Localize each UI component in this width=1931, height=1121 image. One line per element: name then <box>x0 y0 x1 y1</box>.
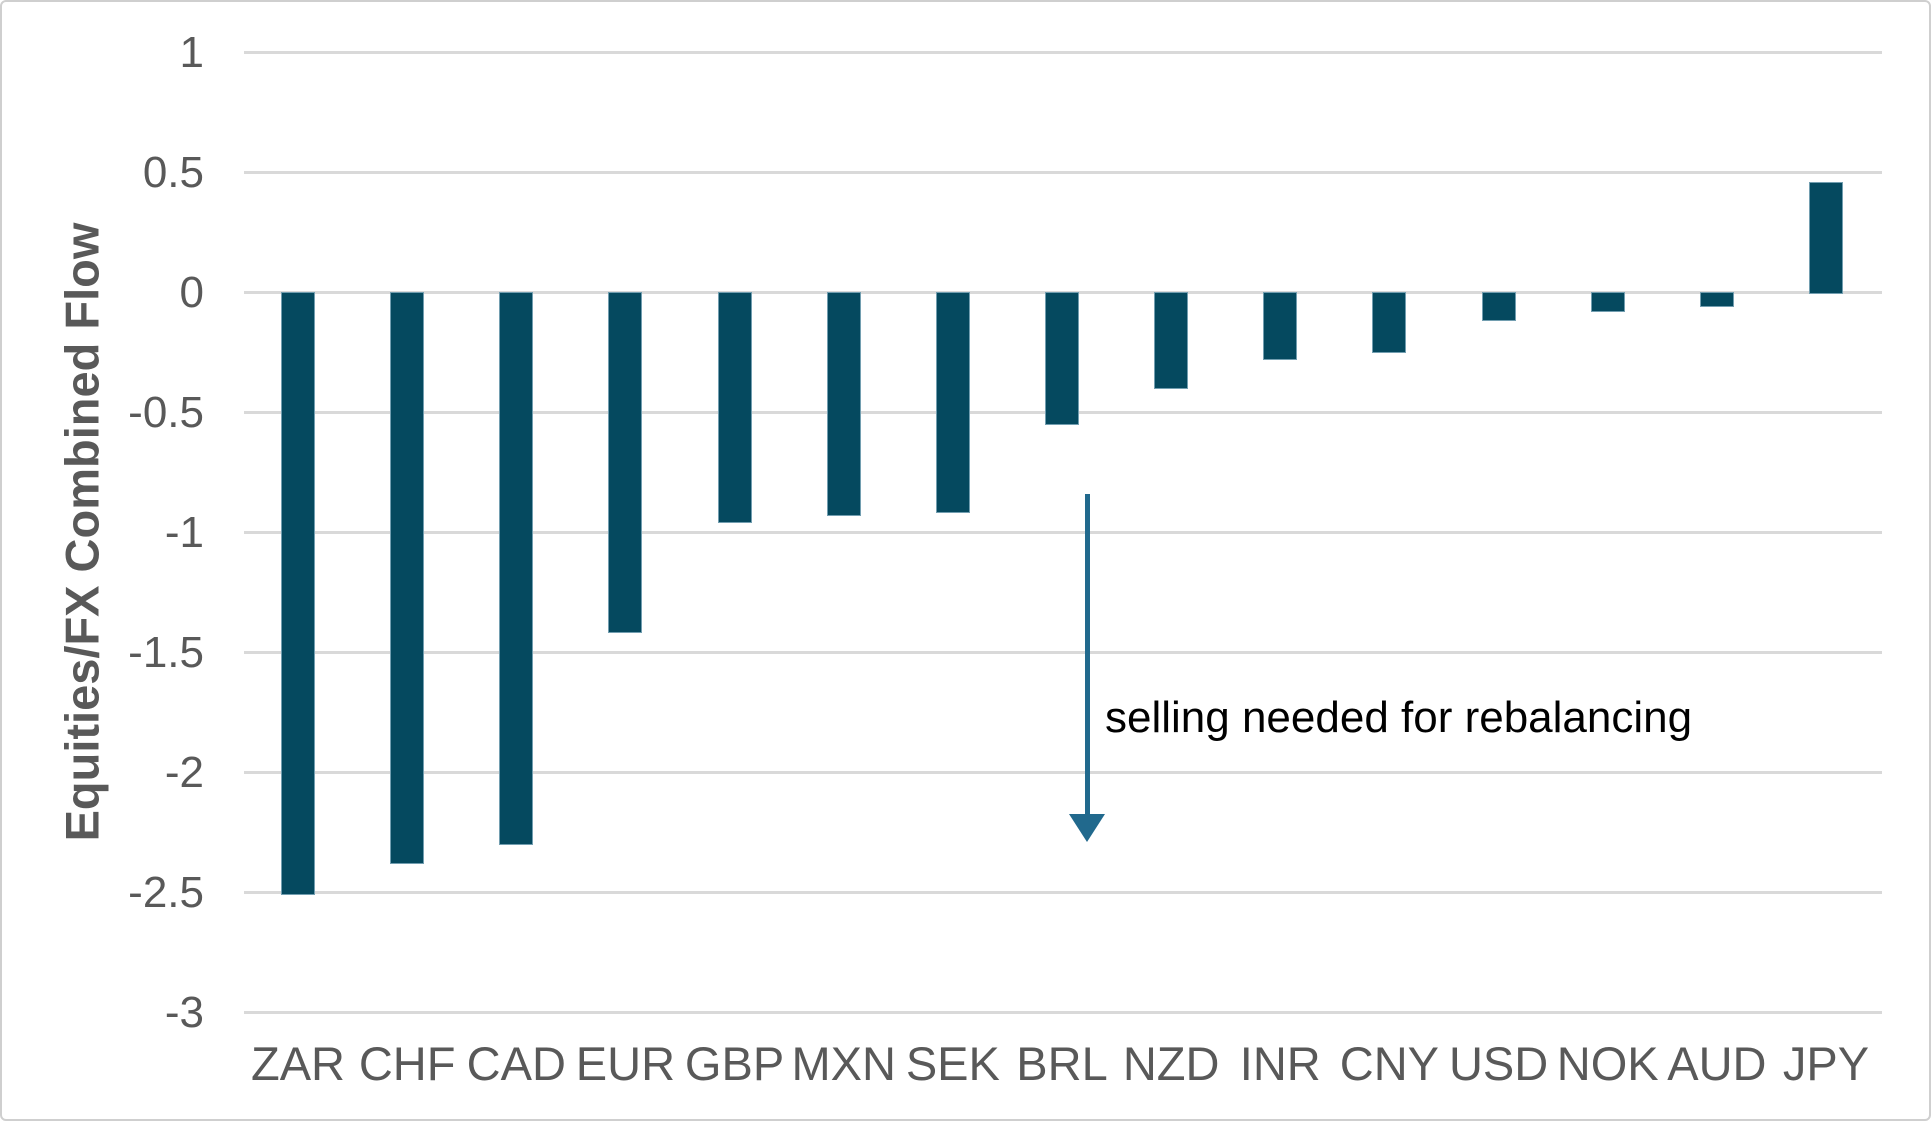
gridline <box>244 1011 1882 1015</box>
y-tick-label: 0.5 <box>142 147 204 197</box>
bar-AUD <box>1699 291 1734 308</box>
bar-INR <box>1263 291 1298 360</box>
bar-CAD <box>499 291 534 845</box>
x-tick-label-SEK: SEK <box>905 1037 1000 1090</box>
x-tick-label-BRL: BRL <box>1016 1037 1108 1090</box>
bar-MXN <box>826 291 861 516</box>
gridline <box>244 891 1882 895</box>
y-tick-label: -2 <box>164 747 204 797</box>
y-tick-label: -1 <box>164 507 204 557</box>
y-tick-label: -0.5 <box>128 387 204 437</box>
gridline <box>244 531 1882 535</box>
annotation-text: selling needed for rebalancing <box>1105 692 1693 742</box>
down-arrow-head <box>1069 814 1105 843</box>
x-tick-label-AUD: AUD <box>1667 1037 1767 1090</box>
gridline <box>244 171 1882 175</box>
bar-CNY <box>1372 291 1407 353</box>
bar-USD <box>1481 291 1516 322</box>
bar-JPY <box>1809 182 1843 294</box>
x-tick-label-CNY: CNY <box>1339 1037 1440 1090</box>
y-tick-label: 0 <box>179 267 204 317</box>
y-tick-label: -2.5 <box>128 867 204 917</box>
gridline <box>244 651 1882 655</box>
bar-GBP <box>717 291 752 524</box>
x-tick-label-CAD: CAD <box>466 1037 566 1090</box>
x-tick-label-EUR: EUR <box>575 1037 676 1090</box>
gridline <box>244 51 1882 55</box>
x-tick-label-CHF: CHF <box>358 1037 456 1090</box>
y-tick-label: -1.5 <box>128 627 204 677</box>
y-tick-label: -3 <box>164 987 204 1037</box>
x-tick-label-GBP: GBP <box>684 1037 785 1090</box>
bar-BRL <box>1045 291 1079 425</box>
bar-ZAR <box>281 291 315 896</box>
x-tick-label-NZD: NZD <box>1122 1037 1220 1090</box>
x-tick-label-USD: USD <box>1448 1037 1549 1090</box>
down-arrow-stem <box>1084 494 1090 815</box>
x-tick-label-JPY: JPY <box>1782 1037 1870 1090</box>
bar-SEK <box>935 291 970 514</box>
bar-EUR <box>608 291 643 634</box>
gridline <box>244 771 1882 775</box>
x-tick-label-INR: INR <box>1239 1037 1321 1090</box>
y-tick-label: 1 <box>179 27 204 77</box>
bar-NZD <box>1154 291 1189 389</box>
x-tick-label-NOK: NOK <box>1556 1037 1659 1090</box>
bar-NOK <box>1590 291 1625 312</box>
bar-CHF <box>390 291 425 864</box>
x-tick-label-MXN: MXN <box>791 1037 896 1090</box>
x-tick-label-ZAR: ZAR <box>251 1037 345 1090</box>
